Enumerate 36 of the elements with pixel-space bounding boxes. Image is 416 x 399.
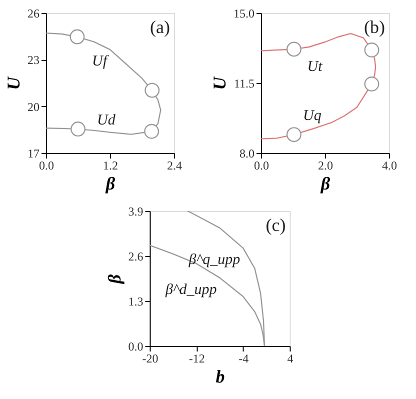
x-tick-label: 0.0 xyxy=(254,158,269,172)
x-tick-label: -12 xyxy=(188,352,205,366)
series-label: Uf xyxy=(92,54,109,70)
y-axis-title: β xyxy=(104,274,124,285)
x-axis-title: β xyxy=(320,174,331,194)
x-axis-title: b xyxy=(216,366,225,386)
y-tick-label: 20 xyxy=(28,100,40,114)
series-label: β^d_upp xyxy=(164,282,218,298)
x-tick-label: -4 xyxy=(238,352,249,366)
x-tick-label: 4 xyxy=(287,352,294,366)
y-tick-label: 23 xyxy=(28,53,40,68)
annotation: (a) xyxy=(150,17,170,37)
y-tick-label: 17 xyxy=(28,146,40,160)
y-tick-label: 2.6 xyxy=(128,250,144,264)
annotation: Ut xyxy=(307,59,324,76)
y-tick-label: 11.5 xyxy=(234,76,254,90)
y-tick-label: 1.3 xyxy=(128,294,144,308)
x-tick-label: -20 xyxy=(142,352,158,366)
y-tick-label: 26 xyxy=(28,6,40,20)
y-axis-title: U xyxy=(210,76,230,90)
x-tick-label: 0.0 xyxy=(39,158,54,172)
y-tick-label: 15.0 xyxy=(234,6,254,20)
x-tick-label: 1.2 xyxy=(103,158,118,172)
y-axis-title: U xyxy=(4,76,24,90)
annotation: (c) xyxy=(266,215,286,235)
y-tick-label: 0.0 xyxy=(128,340,144,354)
x-axis-title: β xyxy=(104,174,116,194)
series-label: β^q_upp xyxy=(188,252,241,268)
annotation: (b) xyxy=(364,17,385,37)
y-tick-label: 8.0 xyxy=(240,146,254,160)
x-tick-label: 4.0 xyxy=(382,158,397,172)
y-tick-label: 3.9 xyxy=(128,204,144,218)
series-label: Ud xyxy=(97,112,116,128)
x-tick-label: 2.0 xyxy=(318,158,333,172)
annotation: Uq xyxy=(303,108,322,124)
x-tick-label: 2.4 xyxy=(167,158,182,172)
